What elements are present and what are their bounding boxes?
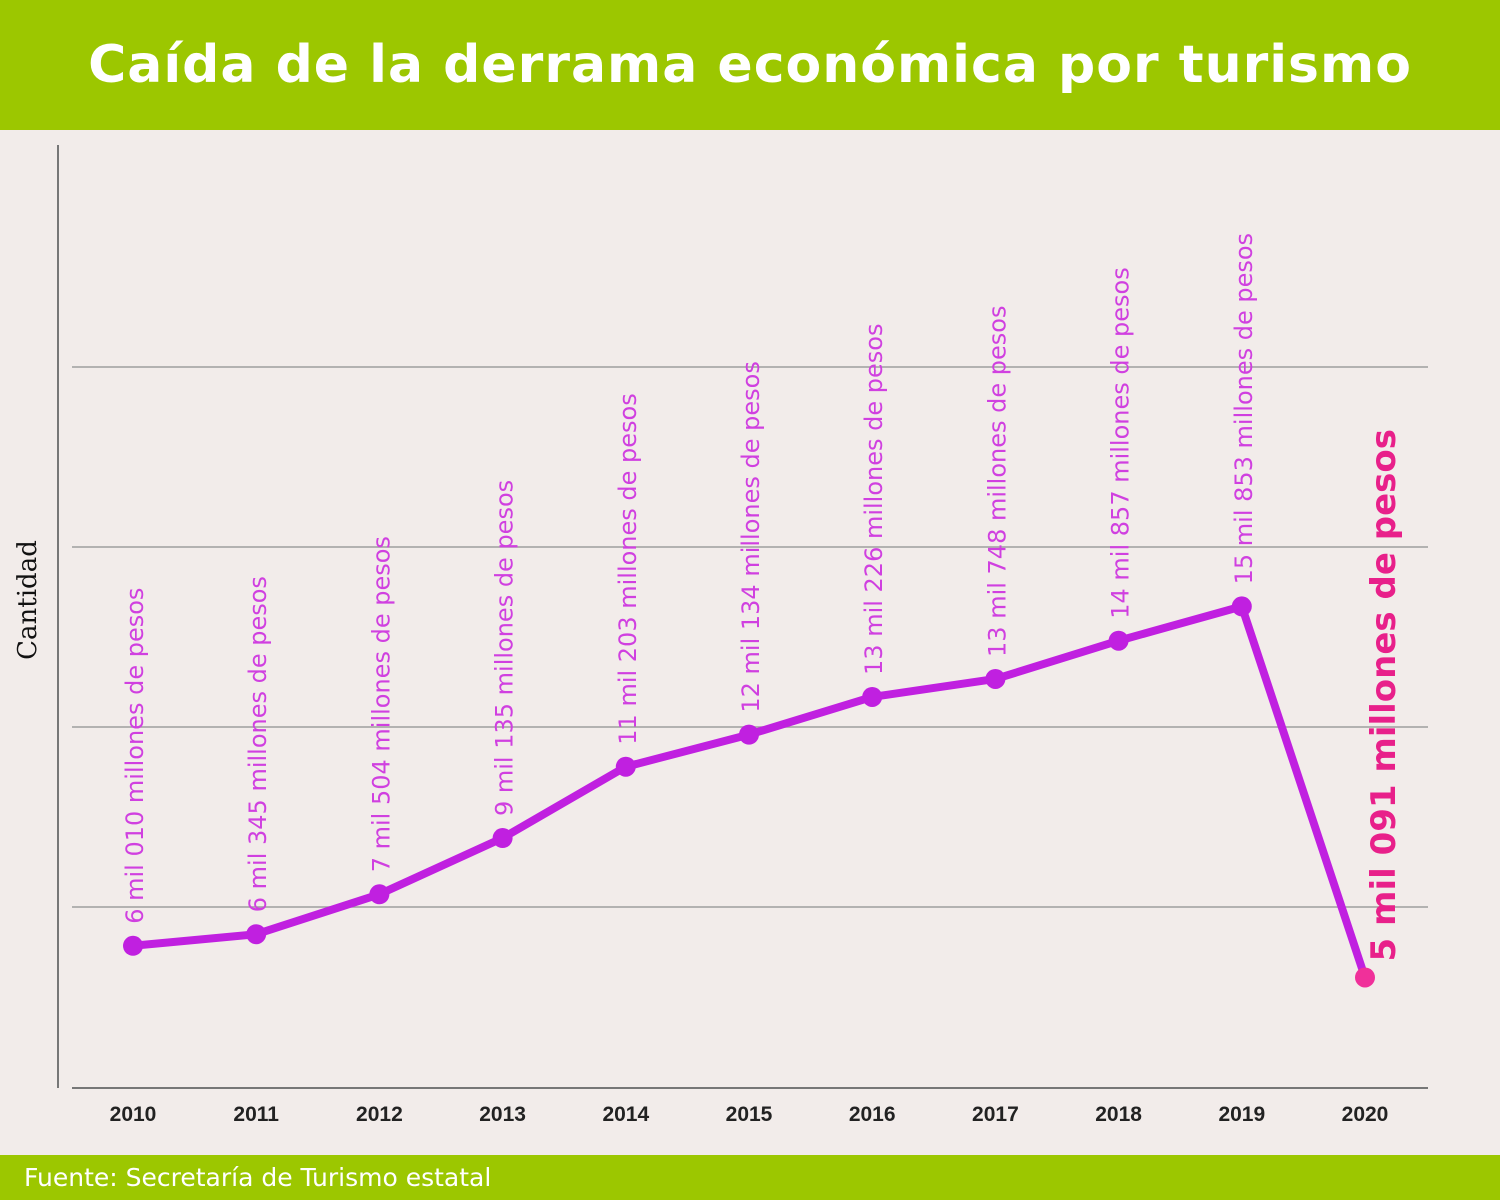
x-tick-2012: 2012	[356, 1103, 403, 1126]
x-tick-2016: 2016	[849, 1103, 896, 1126]
data-label-2020: 5 mil 091 millones de pesos	[1364, 429, 1404, 961]
data-label-2015: 12 mil 134 millones de pesos	[737, 361, 765, 712]
data-label-2016: 13 mil 226 millones de pesos	[860, 324, 888, 675]
footer-bar: Fuente: Secretaría de Turismo estatal	[0, 1155, 1500, 1200]
data-label-2013: 9 mil 135 millones de pesos	[491, 480, 519, 816]
line-chart: 6 mil 010 millones de pesos 2010 6 mil 345…	[57, 145, 1428, 1126]
x-tick-2020: 2020	[1342, 1103, 1389, 1126]
data-label-2012: 7 mil 504 millones de pesos	[367, 536, 395, 872]
data-point-2014	[615, 756, 636, 777]
data-label-2014: 11 mil 203 millones de pesos	[614, 393, 642, 744]
source-note: Fuente: Secretaría de Turismo estatal	[24, 1163, 492, 1192]
data-label-2019: 15 mil 853 millones de pesos	[1230, 233, 1258, 584]
x-tick-2013: 2013	[479, 1103, 526, 1126]
x-tick-2015: 2015	[726, 1103, 773, 1126]
data-label-2011: 6 mil 345 millones de pesos	[244, 576, 272, 912]
chart-title: Caída de la derrama económica por turism…	[88, 35, 1412, 95]
data-point-2011	[246, 924, 267, 945]
data-label-2018: 14 mil 857 millones de pesos	[1107, 267, 1135, 618]
data-point-2019	[1231, 596, 1252, 617]
x-tick-2014: 2014	[602, 1103, 649, 1126]
data-point-2018	[1108, 630, 1129, 651]
data-point-2017	[985, 668, 1006, 689]
data-point-2016	[862, 686, 883, 707]
header-bar: Caída de la derrama económica por turism…	[0, 0, 1500, 130]
x-tick-2010: 2010	[110, 1103, 157, 1126]
data-point-2015	[739, 724, 759, 745]
data-label-2010: 6 mil 010 millones de pesos	[121, 588, 149, 924]
y-axis-label: Cantidad	[13, 540, 43, 660]
x-tick-2011: 2011	[233, 1103, 279, 1126]
data-point-2013	[492, 828, 513, 849]
x-tick-2019: 2019	[1218, 1103, 1265, 1126]
data-point-2020	[1355, 967, 1375, 988]
x-tick-2017: 2017	[972, 1103, 1019, 1126]
data-point-2010	[123, 935, 143, 956]
x-tick-2018: 2018	[1095, 1103, 1142, 1126]
data-label-2017: 13 mil 748 millones de pesos	[983, 306, 1011, 657]
data-point-2012	[369, 884, 390, 905]
